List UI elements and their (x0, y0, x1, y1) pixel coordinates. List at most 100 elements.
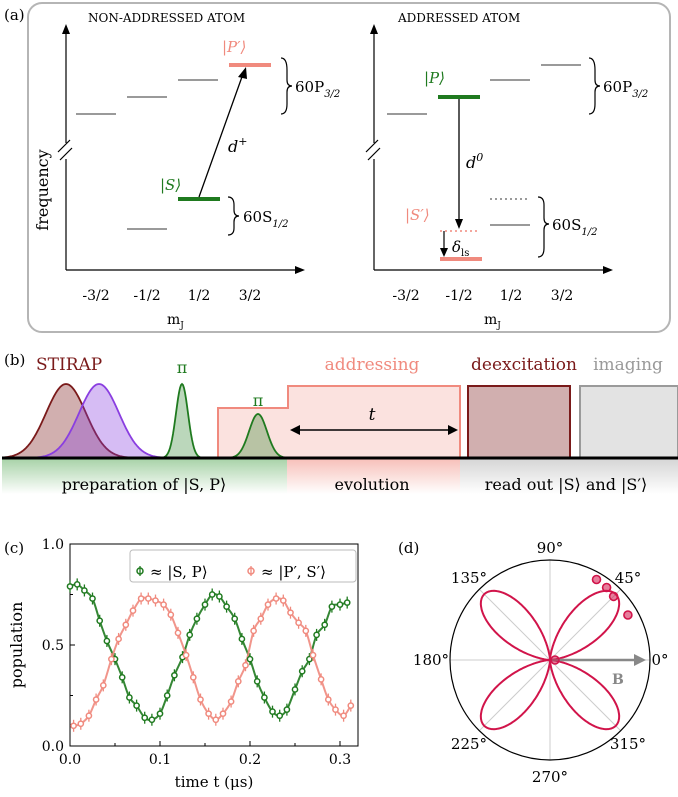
data-point (152, 597, 159, 604)
data-point (77, 720, 85, 728)
chart-c-ylabel: population (7, 602, 26, 689)
data-point (197, 696, 204, 703)
preparation-band (2, 458, 287, 494)
population-chart: (c) 0.0 0.1 0.2 0.3 0.0 0.5 1.0 time t (μs) po… (4, 537, 359, 791)
angle-45: 45° (615, 569, 642, 587)
data-point (324, 696, 332, 703)
data-point (283, 706, 291, 713)
data-point (70, 722, 77, 730)
data-point (208, 591, 216, 598)
data-point (253, 678, 261, 685)
left-axis-break-gap (58, 143, 74, 159)
left-xlabel: mJ (167, 312, 184, 331)
data-point (340, 712, 347, 720)
brace-s-right (537, 196, 550, 258)
data-point (234, 678, 242, 685)
data-point (242, 661, 249, 669)
data-point (231, 615, 239, 623)
data-point (148, 716, 156, 724)
data-point (347, 702, 355, 709)
data-point (306, 655, 313, 663)
legend-sp-marker (136, 567, 144, 575)
light-shift-arrowhead (440, 248, 448, 257)
manifold-s-right: 60S1/2 (552, 216, 597, 238)
polar-outer-circle (449, 559, 651, 761)
angle-0: 0° (651, 651, 668, 669)
polar-plot: (d) B 90° 45° 0° 315° 270° 225° 180° 135… (398, 539, 669, 786)
transition-arrowhead-d0 (455, 219, 463, 229)
manifold-p-right: 60P3/2 (603, 78, 648, 100)
data-point (182, 651, 190, 659)
angle-90: 90° (537, 539, 564, 557)
x-tick-label: 0.2 (239, 752, 261, 768)
legend-ps-marker (247, 567, 255, 575)
state-s-label: |S⟩ (160, 176, 181, 194)
angle-225: 225° (451, 735, 487, 753)
data-point (92, 696, 100, 703)
panel-b-label: (b) (4, 351, 25, 369)
x-tick-label: 0.3 (329, 752, 351, 768)
data-point (246, 655, 254, 663)
left-x-arrowhead (295, 266, 305, 274)
data-point (332, 706, 339, 713)
data-point (160, 601, 167, 608)
data-point (133, 702, 140, 709)
data-point (85, 712, 93, 720)
data-point (279, 597, 287, 604)
b-field-label: B (612, 672, 624, 688)
data-point (174, 629, 182, 637)
panel-a-label: (a) (4, 6, 25, 24)
polar-spoke (478, 659, 551, 732)
data-point (269, 708, 276, 716)
data-point (66, 583, 74, 590)
polar-spoke (478, 588, 551, 661)
left-tick-3: 1/2 (188, 288, 211, 304)
transition-label-d0: d0 (466, 151, 483, 172)
polar-data-points (550, 574, 633, 665)
data-point (163, 692, 171, 699)
x-tick-label: 0.1 (149, 752, 171, 768)
evolution-label: evolution (334, 475, 409, 494)
x-tick-label: 0.0 (59, 752, 81, 768)
evolution-time-label: t (369, 405, 376, 425)
left-tick-2: -1/2 (133, 288, 160, 304)
data-point (167, 611, 175, 619)
data-point (156, 710, 164, 718)
data-point (99, 682, 107, 689)
left-axis-break-1 (57, 139, 71, 153)
b-field-arrowhead (634, 654, 646, 666)
imaging-pulse (579, 385, 678, 459)
stirap-pulse-2 (35, 383, 171, 459)
y-tick-label: 1.0 (42, 537, 64, 553)
brace-p-right (588, 57, 601, 115)
state-s-prime-label: |S′⟩ (405, 206, 430, 224)
data-point (302, 627, 310, 635)
data-point (264, 601, 272, 608)
panel-a-frame (27, 2, 671, 333)
data-point (103, 637, 111, 645)
data-point (336, 601, 344, 608)
pi-label-2: π (253, 391, 264, 410)
left-tick-1: -3/2 (82, 288, 109, 304)
data-point (238, 635, 246, 643)
data-point (141, 714, 149, 722)
light-shift-label: δls (452, 238, 469, 259)
transition-label-d-plus: d+ (228, 135, 247, 156)
data-point (309, 651, 317, 659)
polar-spoke (549, 588, 622, 661)
data-point (313, 631, 320, 639)
pulse-sequence: (b) t STIRAP π π addressing deexcitation… (2, 351, 678, 494)
right-axis-break-gap (366, 143, 382, 159)
data-point (272, 595, 280, 602)
data-point (328, 603, 336, 610)
data-point (219, 710, 227, 718)
data-point (291, 686, 299, 693)
right-tick-4: 3/2 (551, 288, 574, 304)
angle-135: 135° (451, 569, 487, 587)
evolution-arrowhead-right (448, 425, 458, 435)
data-point (257, 615, 265, 623)
panel-d-label: (d) (398, 539, 419, 557)
data-point (81, 587, 88, 594)
chart-c-legend (129, 549, 357, 583)
data-point (227, 698, 235, 705)
